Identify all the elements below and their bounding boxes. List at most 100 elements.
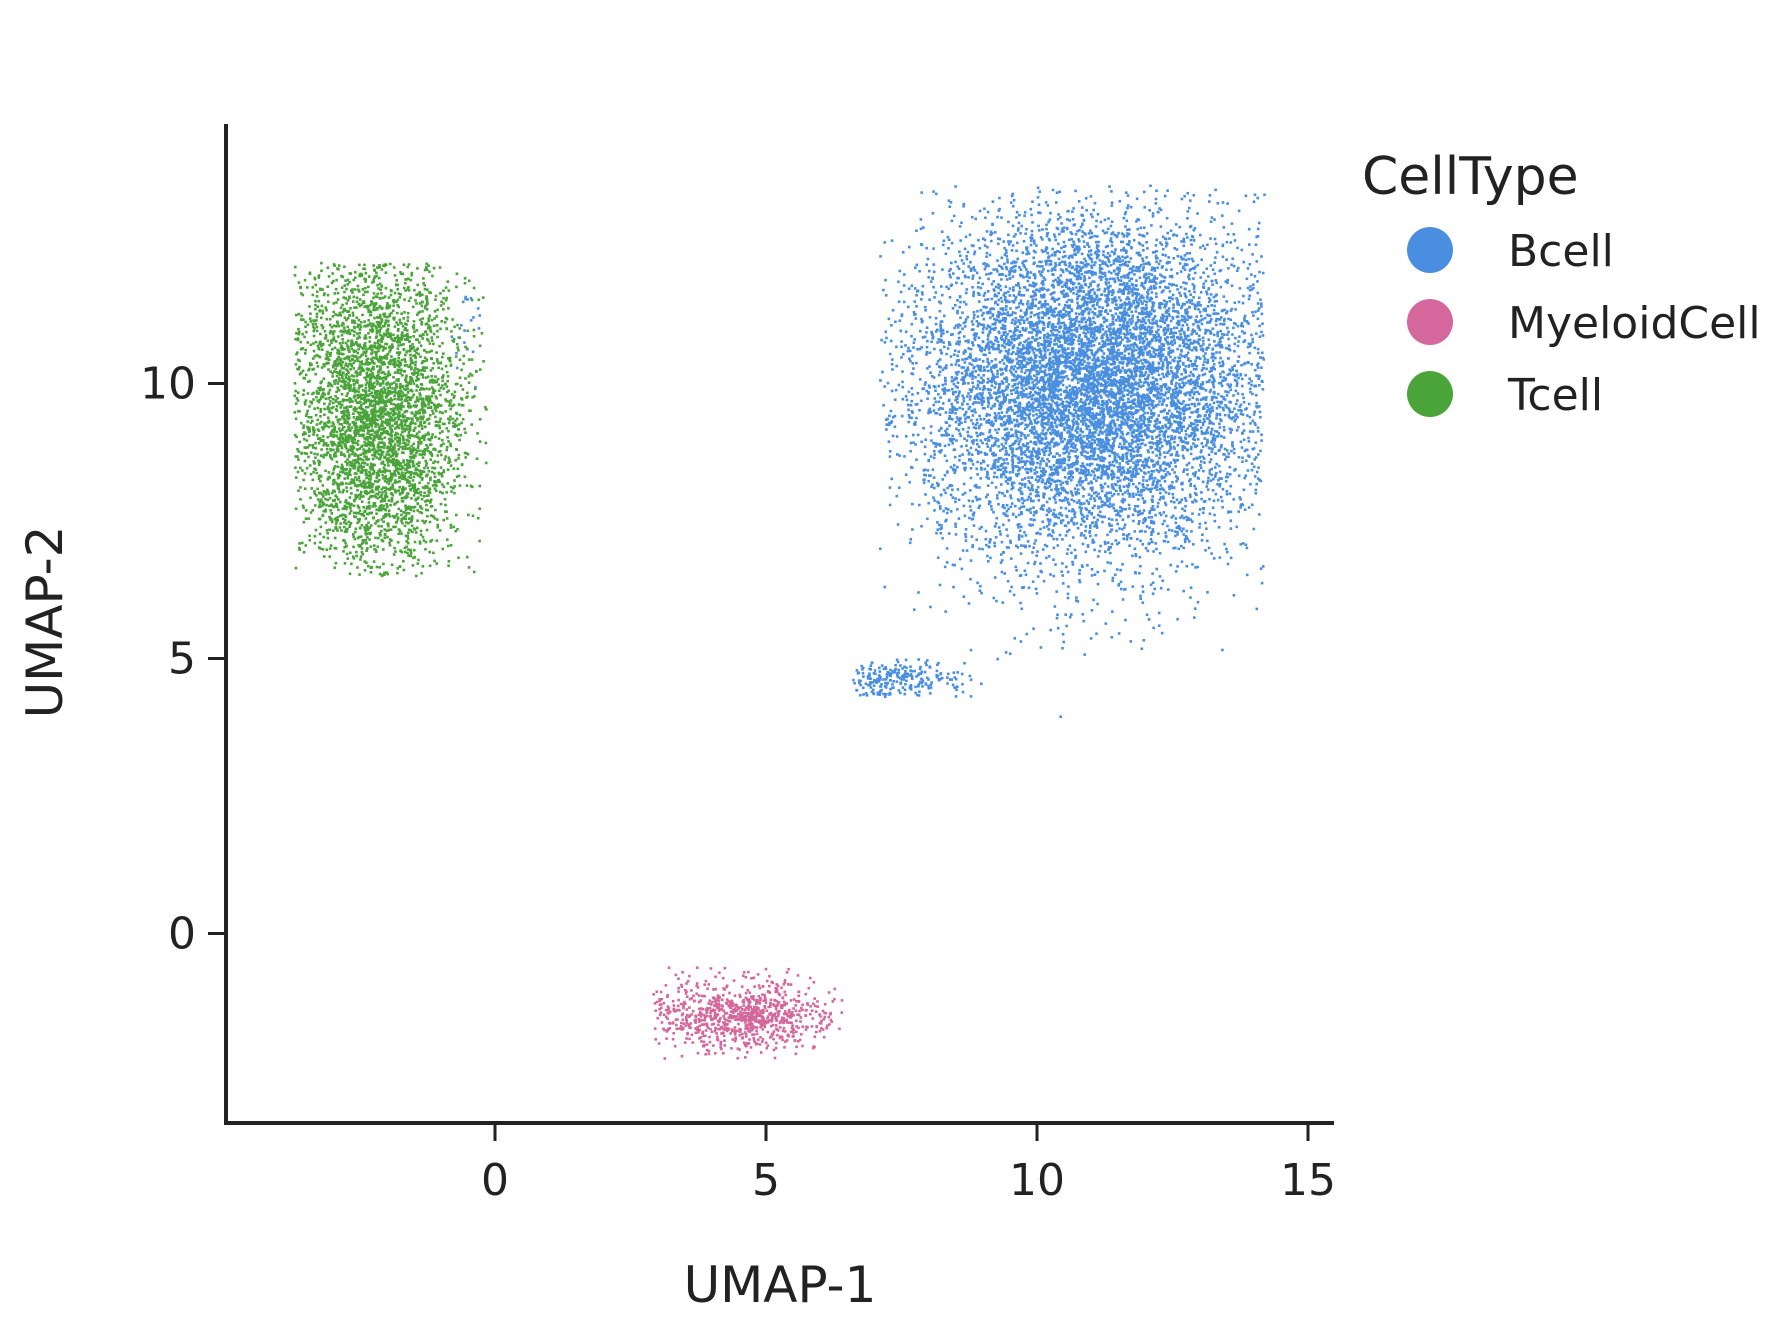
data-point-bcell [1037, 307, 1040, 310]
data-point-bcell [1095, 371, 1099, 375]
data-point-bcell [1115, 513, 1118, 517]
data-point-bcell [1188, 493, 1192, 497]
data-point-bcell [1058, 279, 1062, 283]
data-point-bcell [1025, 425, 1029, 428]
data-point-bcell [1140, 397, 1144, 400]
data-point-bcell [1167, 449, 1171, 453]
data-point-bcell [1230, 449, 1233, 453]
data-point-bcell [1046, 312, 1049, 315]
data-point-bcell [1066, 392, 1069, 396]
data-point-bcell [986, 365, 989, 368]
data-point-bcell [907, 346, 910, 350]
data-point-bcell [1234, 389, 1238, 393]
data-point-bcell [1114, 248, 1117, 251]
data-point-bcell [1176, 254, 1180, 258]
data-point-bcell [1059, 381, 1063, 384]
data-point-bcell [1111, 437, 1115, 440]
data-point-bcell [1064, 310, 1068, 313]
data-point-bcell [1059, 483, 1063, 486]
data-point-bcell [1199, 357, 1202, 360]
data-point-bcell [1107, 517, 1111, 520]
data-point-bcell [888, 503, 892, 507]
data-point-bcell [1084, 364, 1088, 368]
data-point-bcell [1237, 355, 1241, 358]
data-point-bcell [1057, 303, 1061, 306]
data-point-bcell [1149, 519, 1153, 523]
data-point-bcell [1075, 484, 1079, 487]
data-point-bcell [1051, 350, 1054, 353]
data-point-bcell [1071, 433, 1074, 437]
data-point-bcell [1088, 408, 1092, 411]
data-point-bcell [1110, 426, 1114, 430]
data-point-bcell [1175, 297, 1178, 300]
data-point-bcell [1199, 463, 1202, 467]
data-point-bcell [1247, 506, 1251, 509]
data-point-bcell [1057, 311, 1060, 314]
data-point-bcell [1048, 351, 1052, 355]
data-point-bcell [1070, 470, 1074, 473]
data-point-bcell [1121, 501, 1125, 504]
data-point-bcell [1011, 385, 1015, 388]
data-point-bcell [1075, 522, 1079, 525]
data-point-bcell [1212, 312, 1215, 315]
data-point-bcell [1005, 450, 1008, 453]
data-point-bcell [1138, 434, 1141, 438]
data-point-bcell [997, 242, 1000, 246]
data-point-bcell [1015, 569, 1018, 572]
data-point-bcell [1182, 425, 1185, 428]
data-point-bcell [1134, 297, 1138, 300]
data-point-bcell [1018, 401, 1022, 405]
data-point-bcell [1108, 502, 1112, 506]
data-point-bcell [1066, 570, 1070, 574]
data-point-bcell [999, 284, 1002, 288]
data-point-bcell [988, 351, 991, 355]
data-point-bcell [1089, 382, 1092, 385]
data-point-bcell [1162, 348, 1166, 351]
data-point-bcell [1106, 485, 1110, 488]
data-point-bcell [937, 483, 940, 486]
data-point-bcell [1193, 363, 1197, 367]
data-point-bcell [1174, 376, 1178, 379]
data-point-bcell [1169, 437, 1173, 441]
data-point-bcell [1217, 432, 1221, 435]
data-point-bcell [976, 434, 979, 438]
data-point-bcell [1131, 317, 1134, 320]
data-point-bcell [989, 388, 992, 392]
data-point-bcell [1137, 312, 1141, 315]
data-point-bcell [951, 488, 954, 492]
data-point-bcell [1138, 233, 1141, 236]
data-point-bcell [1205, 444, 1208, 447]
data-point-bcell [1027, 305, 1031, 309]
data-point-bcell [1255, 235, 1258, 239]
data-point-bcell [1168, 237, 1171, 240]
data-point-bcell [1178, 425, 1181, 429]
data-point-bcell [1037, 372, 1041, 375]
data-point-bcell [1009, 240, 1012, 243]
data-point-bcell [1075, 370, 1078, 374]
data-point-bcell [1024, 376, 1027, 380]
data-point-bcell [989, 368, 993, 372]
data-point-bcell [1041, 429, 1045, 432]
data-point-bcell [1032, 499, 1035, 503]
data-point-bcell [1054, 264, 1058, 267]
data-point-bcell [1009, 330, 1012, 333]
data-point-bcell [1033, 283, 1037, 287]
data-point-bcell [1116, 480, 1120, 483]
data-point-bcell [905, 398, 909, 402]
data-point-bcell [916, 402, 919, 406]
data-point-bcell [1094, 225, 1098, 228]
data-point-bcell [1025, 383, 1029, 386]
data-point-bcell [1042, 526, 1046, 529]
data-point-bcell [1089, 497, 1092, 501]
data-point-bcell [1226, 233, 1230, 236]
data-point-bcell [1031, 335, 1035, 339]
data-point-bcell [1029, 302, 1032, 306]
data-point-bcell [940, 230, 944, 233]
data-point-bcell [926, 367, 929, 370]
data-point-bcell [1009, 335, 1013, 339]
data-point-bcell [1218, 269, 1221, 273]
data-point-bcell [1176, 533, 1179, 536]
data-point-bcell [1211, 438, 1215, 442]
data-point-bcell [1018, 351, 1021, 354]
data-point-bcell [1169, 229, 1173, 233]
